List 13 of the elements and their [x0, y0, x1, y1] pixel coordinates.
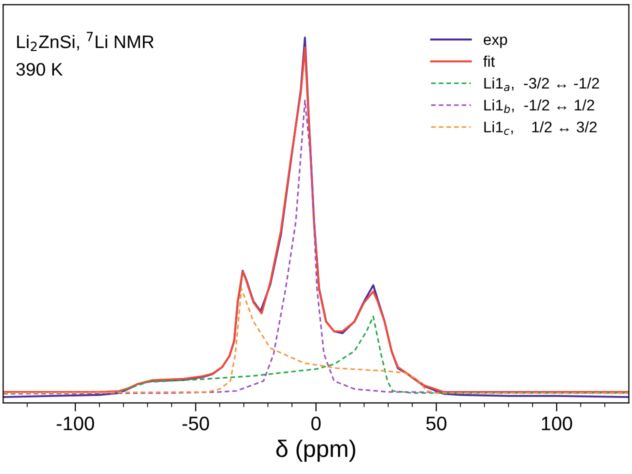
legend-label: Li1$_{c}$, 1/2 ↔ 3/2: [484, 121, 597, 135]
x-tick-label: -100: [56, 416, 94, 430]
annotation: 390 K: [16, 62, 63, 76]
legend-label: fit: [483, 56, 495, 67]
x-tick-label: 0: [311, 416, 321, 430]
annotation: Li$_{2}$ZnSi, $^{7}$Li NMR: [17, 32, 154, 52]
legend-label: exp: [484, 36, 508, 48]
x-tick-label: -50: [182, 416, 209, 430]
x-tick-label: 50: [426, 416, 446, 430]
legend-label: Li1$_{b}$, -1/2 ↔ 1/2: [484, 99, 594, 114]
legend-label: Li1$_{a}$, -3/2 ↔ -1/2: [484, 77, 599, 92]
x-tick-label: 100: [542, 416, 572, 430]
x-axis-title: δ (ppm): [276, 440, 356, 462]
